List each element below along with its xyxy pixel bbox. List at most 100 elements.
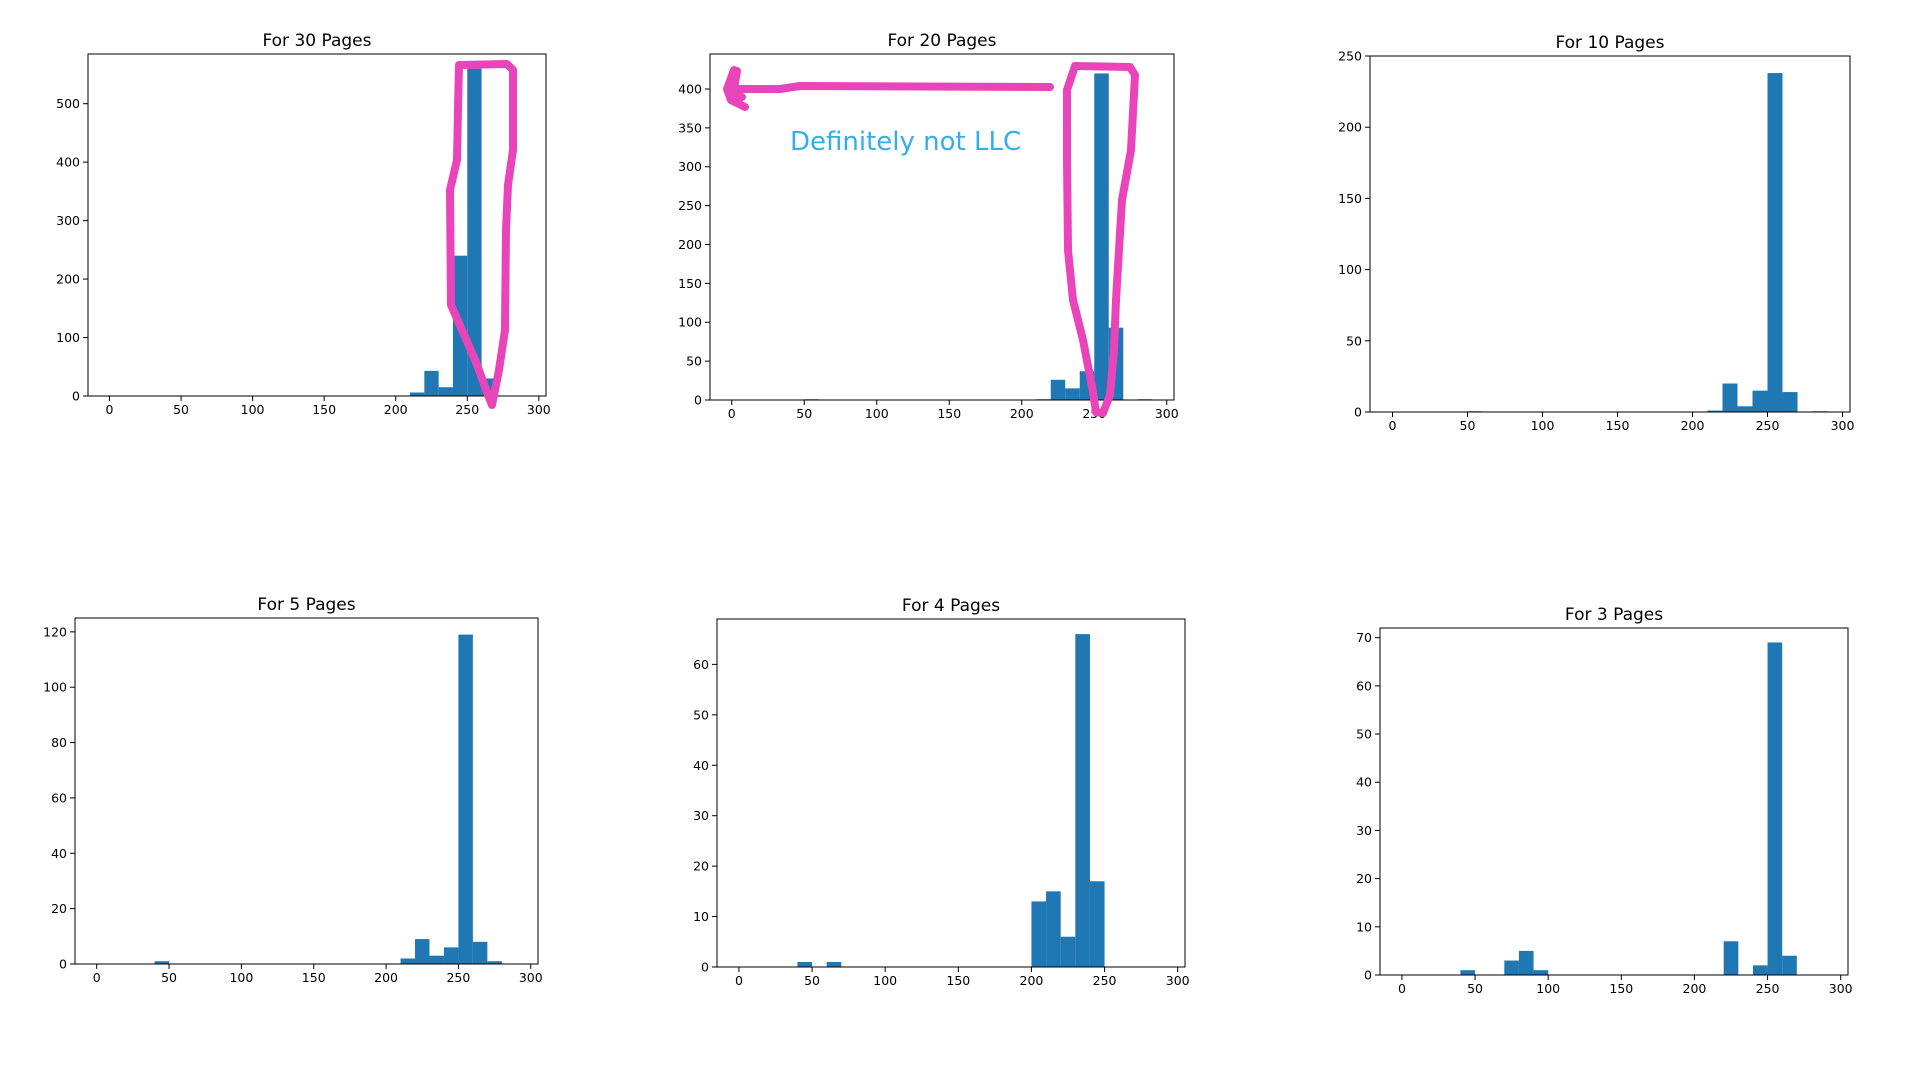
histogram-bar <box>1722 383 1738 412</box>
chart-title: For 4 Pages <box>902 596 1000 616</box>
y-tick-label: 100 <box>1338 262 1362 277</box>
y-tick-label: 60 <box>51 790 67 805</box>
x-tick-label: 300 <box>519 970 543 985</box>
histogram-bar <box>1094 73 1109 400</box>
x-tick-label: 250 <box>446 970 470 985</box>
y-tick-label: 40 <box>51 846 67 861</box>
y-tick-label: 50 <box>1346 333 1362 348</box>
y-tick-label: 60 <box>693 657 709 672</box>
x-tick-label: 250 <box>1093 973 1117 988</box>
histogram-bar <box>797 961 813 967</box>
y-tick-label: 10 <box>1356 919 1372 934</box>
plot-frame <box>87 53 547 397</box>
histogram-bar <box>1050 379 1066 400</box>
x-tick-label: 250 <box>455 402 479 417</box>
histogram-bar <box>1460 970 1476 975</box>
histogram-bar <box>415 939 430 964</box>
annotation-label: Definitely not LLC <box>790 127 1021 157</box>
histogram-bar <box>1065 388 1080 400</box>
y-tick-label: 0 <box>701 960 709 975</box>
histogram-bar <box>1518 950 1534 975</box>
histogram-bar <box>1533 970 1549 975</box>
y-tick-label: 200 <box>1338 120 1362 135</box>
x-tick-label: 300 <box>527 402 551 417</box>
x-tick-label: 150 <box>1609 981 1633 996</box>
histogram-for-10-pages: For 10 Pages 0 50 100 150 200 250 300 0 50 100 150 2… <box>1338 33 1854 433</box>
arrow-shaft <box>724 82 1054 93</box>
y-tick-label: 150 <box>678 276 702 291</box>
x-tick-label: 50 <box>1467 981 1483 996</box>
x-tick-label: 250 <box>1756 981 1780 996</box>
y-tick-label: 300 <box>678 159 702 174</box>
x-tick-label: 150 <box>312 402 336 417</box>
histogram-bar <box>1089 881 1105 967</box>
histogram-bar <box>1707 410 1723 412</box>
x-tick-label: 100 <box>229 970 253 985</box>
histogram-for-3-pages: For 3 Pages 0 50 100 150 200 250 300 0 10 20 30 40 50… <box>1356 605 1853 996</box>
chart-title: For 30 Pages <box>262 31 371 51</box>
y-tick-label: 150 <box>1338 191 1362 206</box>
histogram-bar <box>458 634 473 964</box>
y-tick-label: 400 <box>678 81 702 96</box>
y-tick-label: 80 <box>51 735 67 750</box>
x-tick-label: 50 <box>173 402 189 417</box>
histogram-bar <box>1752 390 1768 412</box>
histogram-bar <box>410 392 425 396</box>
x-tick-label: 200 <box>1020 973 1044 988</box>
x-tick-label: 300 <box>1155 406 1179 421</box>
histogram-bar <box>1782 392 1798 412</box>
x-tick-label: 100 <box>1536 981 1560 996</box>
x-tick-label: 0 <box>1389 418 1397 433</box>
x-tick-label: 50 <box>1460 418 1476 433</box>
y-tick-label: 250 <box>1338 49 1362 64</box>
histogram-bar <box>1737 406 1753 412</box>
x-tick-label: 100 <box>865 406 889 421</box>
chart-title: For 5 Pages <box>257 595 355 615</box>
y-tick-label: 250 <box>678 198 702 213</box>
x-tick-label: 300 <box>1166 973 1190 988</box>
y-tick-label: 50 <box>686 354 702 369</box>
histogram-bar <box>443 947 459 964</box>
x-tick-label: 0 <box>728 406 736 421</box>
x-tick-label: 150 <box>946 973 970 988</box>
x-tick-label: 0 <box>105 402 113 417</box>
y-tick-label: 100 <box>56 330 80 345</box>
plot-frame <box>74 617 539 965</box>
histogram-bar <box>826 961 842 967</box>
histogram-bar <box>424 370 439 396</box>
y-tick-label: 20 <box>51 901 67 916</box>
plot-frame <box>716 618 1186 968</box>
plot-frame <box>1369 55 1851 413</box>
chart-title: For 20 Pages <box>887 31 996 51</box>
x-tick-label: 100 <box>241 402 265 417</box>
histogram-bar <box>1723 941 1739 975</box>
histogram-bar <box>1767 73 1783 412</box>
highlight-loop-20-pages <box>1063 62 1139 417</box>
x-tick-label: 50 <box>161 970 177 985</box>
x-tick-label: 0 <box>1398 981 1406 996</box>
y-tick-label: 20 <box>693 859 709 874</box>
histogram-for-4-pages: For 4 Pages 0 50 100 150 200 250 300 0 10 20 30 40 50… <box>693 596 1190 988</box>
histogram-for-30-pages: For 30 Pages 0 50 100 150 200 250 300 0 100 200 300… <box>56 31 551 417</box>
arrow-head <box>723 66 749 111</box>
x-tick-label: 150 <box>302 970 326 985</box>
x-tick-label: 150 <box>937 406 961 421</box>
y-tick-label: 200 <box>56 272 80 287</box>
plot-frame <box>709 53 1175 401</box>
x-tick-label: 200 <box>384 402 408 417</box>
histogram-bar <box>1782 955 1797 975</box>
y-tick-label: 500 <box>56 96 80 111</box>
x-tick-label: 50 <box>796 406 812 421</box>
y-tick-label: 100 <box>678 315 702 330</box>
y-tick-label: 100 <box>43 680 67 695</box>
histogram-bar <box>1075 634 1090 967</box>
histogram-bar <box>467 68 482 396</box>
y-tick-label: 200 <box>678 237 702 252</box>
x-tick-label: 0 <box>93 970 101 985</box>
y-tick-label: 50 <box>1356 727 1372 742</box>
y-tick-label: 400 <box>56 155 80 170</box>
histogram-bar <box>154 961 170 964</box>
y-tick-label: 0 <box>694 393 702 408</box>
y-tick-label: 300 <box>56 213 80 228</box>
